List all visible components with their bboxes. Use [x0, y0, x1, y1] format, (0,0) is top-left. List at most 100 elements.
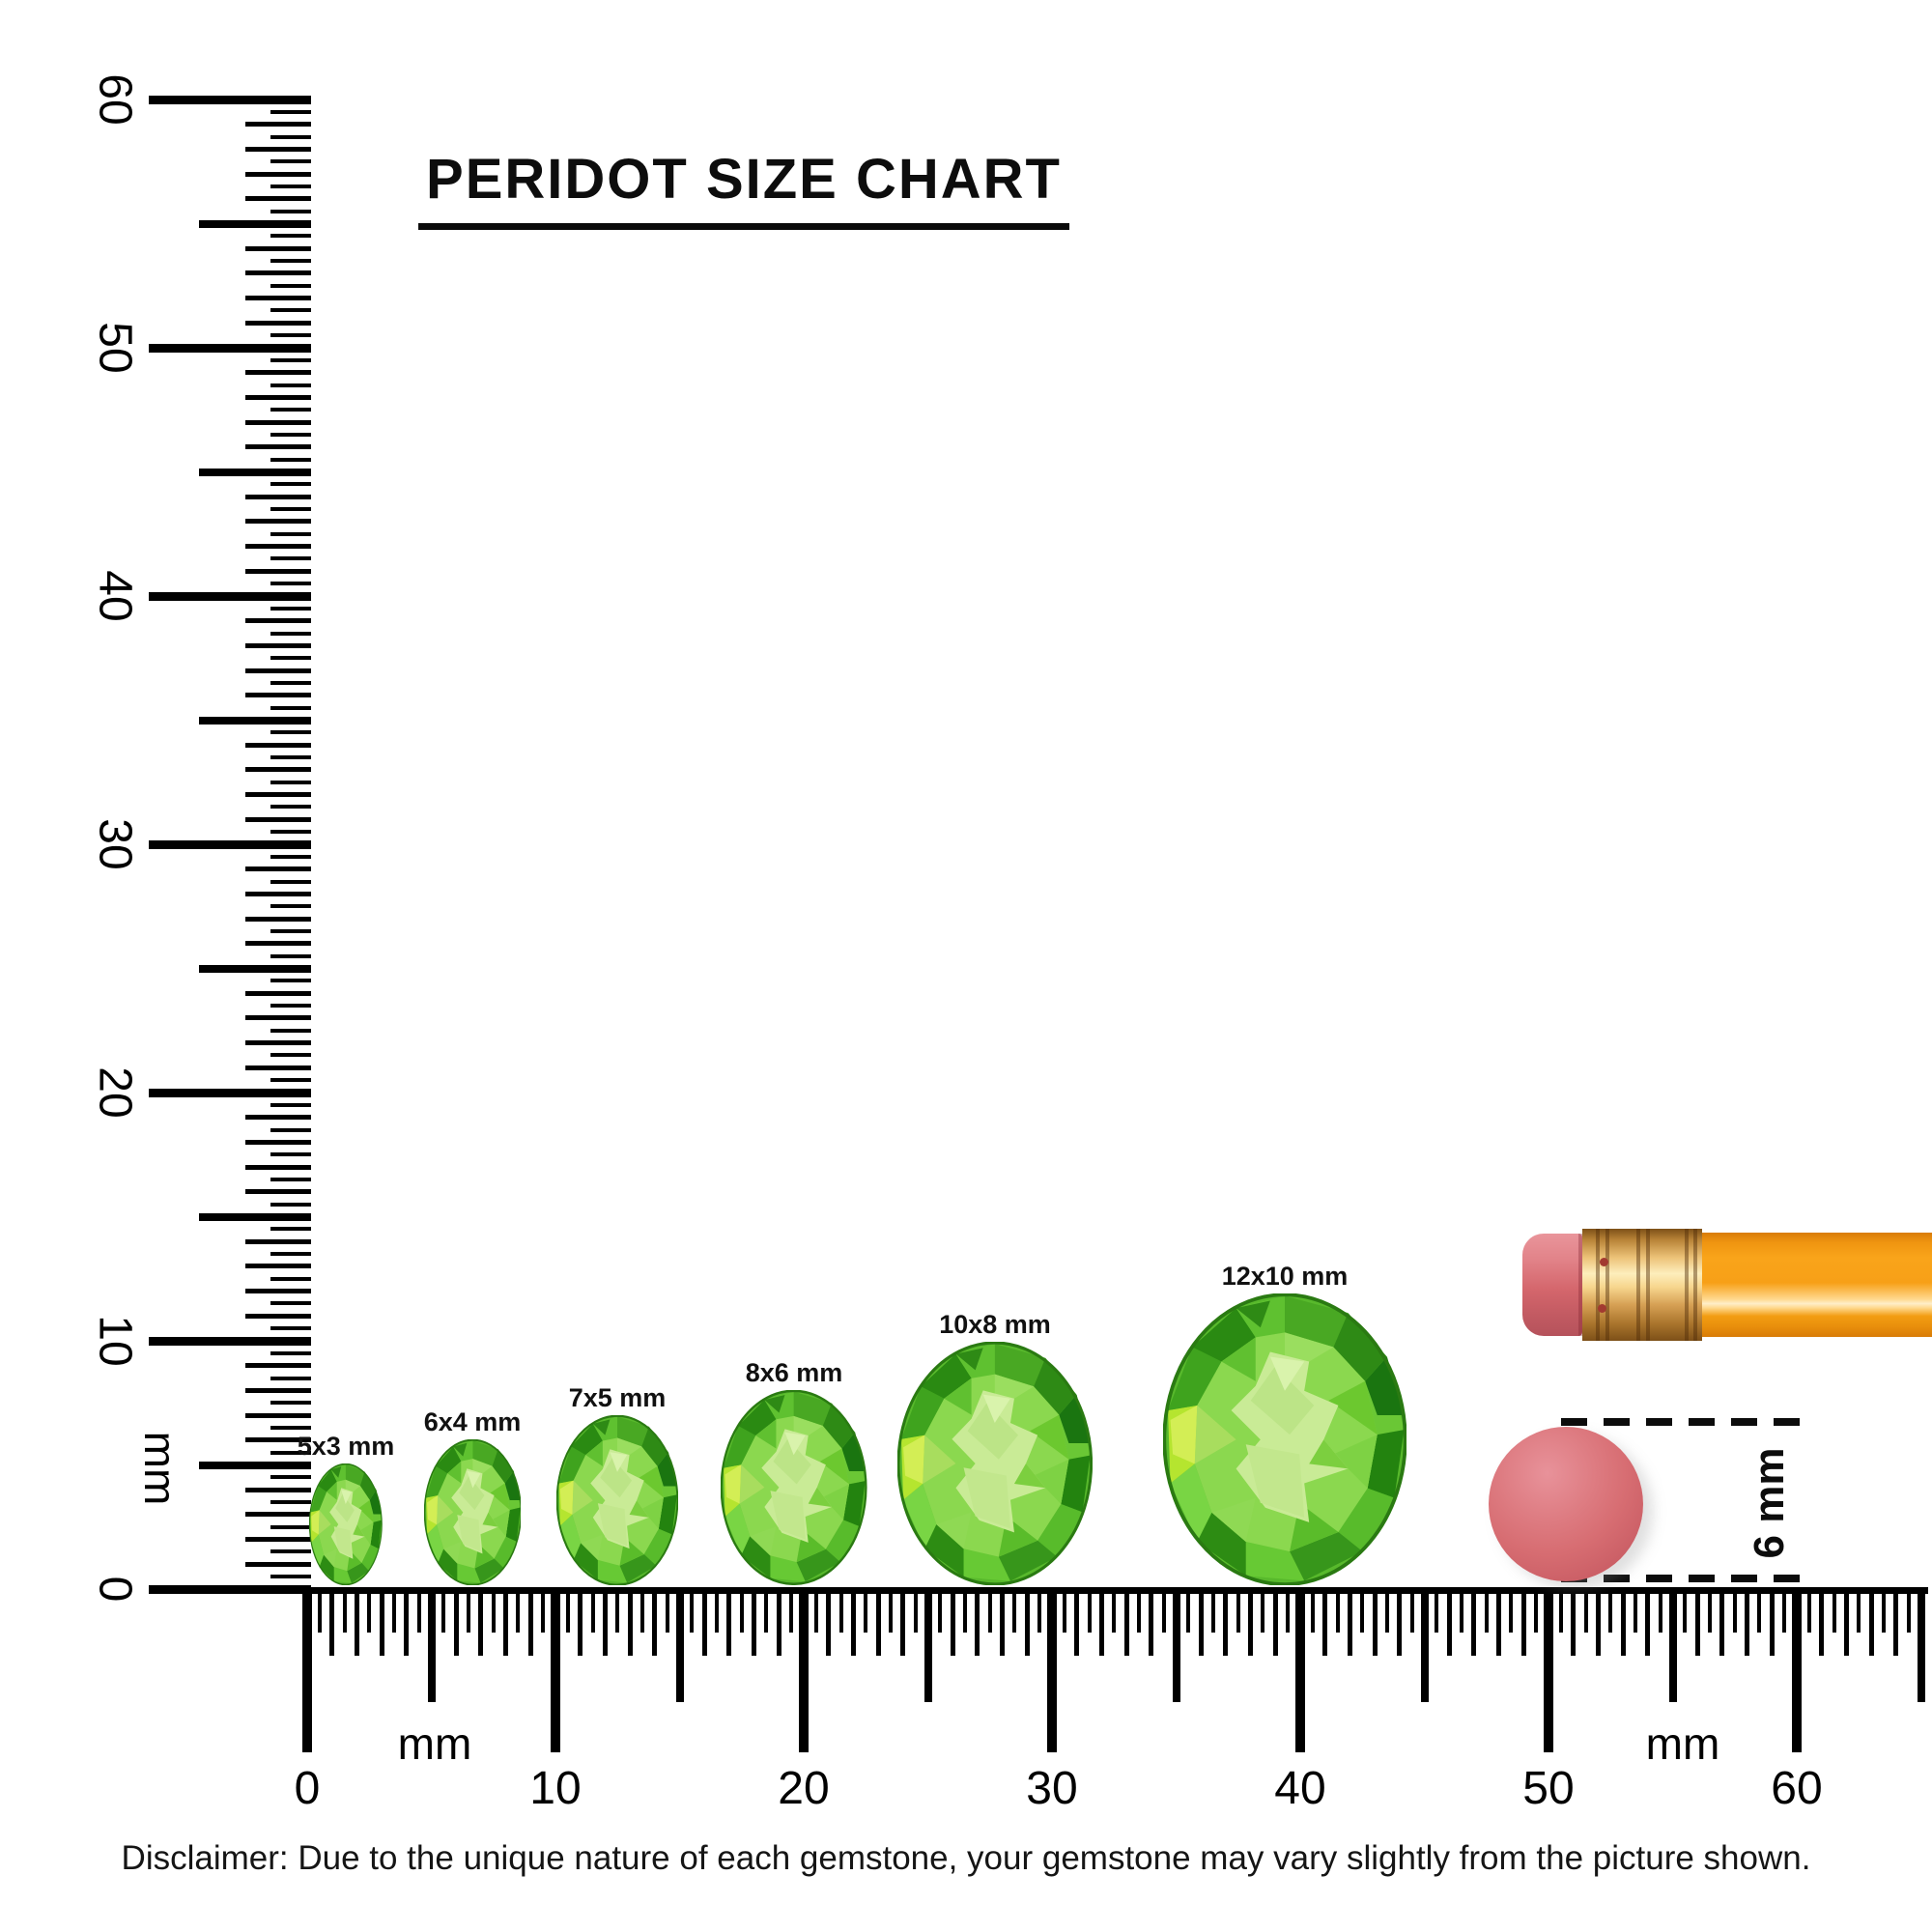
- ruler-tick: [1857, 1594, 1861, 1633]
- ruler-tick: [565, 1594, 570, 1633]
- ruler-tick: [270, 1475, 311, 1480]
- ruler-tick: [270, 333, 311, 338]
- ruler-tick: [245, 668, 311, 673]
- ruler-tick: [1843, 1594, 1849, 1656]
- ruler-tick: [245, 693, 311, 698]
- page-title: PERIDOT SIZE CHART: [418, 147, 1069, 230]
- ruler-tick: [270, 606, 311, 611]
- ruler-tick: [1286, 1594, 1291, 1633]
- ruler-number: 30: [89, 818, 141, 870]
- ruler-tick: [900, 1594, 906, 1656]
- ruler-tick: [1087, 1594, 1092, 1633]
- ruler-tick: [726, 1594, 732, 1656]
- ruler-tick: [270, 482, 311, 487]
- ferrule-ring: [1685, 1229, 1689, 1341]
- ruler-tick: [1409, 1594, 1414, 1633]
- ruler-tick: [245, 370, 311, 376]
- ruler-tick: [1745, 1594, 1750, 1656]
- ruler-tick: [270, 1376, 311, 1380]
- measure-dash-bottom: [1561, 1575, 1801, 1582]
- ruler-number: 0: [89, 1576, 141, 1603]
- ruler-tick: [1098, 1594, 1104, 1656]
- ruler-tick: [245, 1363, 311, 1369]
- ruler-tick: [270, 953, 311, 958]
- ruler-tick: [245, 1437, 311, 1443]
- ruler-tick: [701, 1594, 707, 1656]
- ruler-tick: [1062, 1594, 1066, 1633]
- ruler-tick: [270, 159, 311, 164]
- ruler-tick: [270, 109, 311, 114]
- reference-dot-size-label: 6 mm: [1746, 1447, 1793, 1559]
- ferrule-crimp-dot: [1600, 1258, 1608, 1266]
- ruler-tick: [578, 1594, 583, 1656]
- ruler-tick: [270, 1301, 311, 1306]
- ruler-tick: [1668, 1594, 1677, 1702]
- ruler-tick: [1583, 1594, 1588, 1633]
- ruler-tick: [764, 1594, 769, 1633]
- ruler-tick: [527, 1594, 533, 1656]
- ruler-tick: [245, 1139, 311, 1145]
- ruler-tick: [1906, 1594, 1911, 1633]
- ruler-tick: [245, 122, 311, 128]
- ruler-tick: [516, 1594, 521, 1633]
- ferrule-ring: [1636, 1229, 1640, 1341]
- ruler-tick: [245, 1164, 311, 1170]
- ruler-number: 50: [89, 322, 141, 374]
- ruler-number: 0: [294, 1763, 321, 1814]
- ruler-tick: [245, 394, 311, 400]
- ruler-tick: [270, 531, 311, 536]
- gem-size-label: 6x4 mm: [423, 1406, 522, 1436]
- ruler-tick: [245, 146, 311, 152]
- ruler-tick: [1471, 1594, 1477, 1656]
- ruler-tick: [826, 1594, 832, 1656]
- ruler-tick: [367, 1594, 372, 1633]
- ruler-tick: [1782, 1594, 1787, 1633]
- ruler-tick: [199, 964, 311, 973]
- ruler-tick: [245, 990, 311, 996]
- ruler-tick: [199, 1461, 311, 1469]
- ruler-tick: [503, 1594, 509, 1656]
- reference-dot: [1489, 1427, 1643, 1581]
- ruler-unit-label: mm: [135, 1431, 185, 1506]
- ruler-tick: [491, 1594, 496, 1633]
- ruler-tick: [270, 755, 311, 760]
- ruler-tick: [270, 1450, 311, 1455]
- peridot-gem: [897, 1342, 1093, 1585]
- ruler-tick: [270, 1004, 311, 1009]
- ruler-tick: [1136, 1594, 1141, 1633]
- ruler-tick: [776, 1594, 781, 1656]
- ruler-tick: [245, 270, 311, 276]
- ruler-tick: [1211, 1594, 1216, 1633]
- ruler-number: 20: [778, 1763, 830, 1814]
- ruler-tick: [270, 308, 311, 313]
- ruler-tick: [913, 1594, 918, 1633]
- ruler-tick: [1420, 1594, 1429, 1702]
- ruler-tick: [245, 618, 311, 624]
- ruler-tick: [270, 656, 311, 661]
- ruler-tick: [270, 1524, 311, 1529]
- ruler-tick: [245, 544, 311, 550]
- ruler-tick: [1000, 1594, 1006, 1656]
- ruler-tick: [1161, 1594, 1166, 1633]
- ruler-tick: [199, 1212, 311, 1221]
- ruler-tick: [950, 1594, 955, 1656]
- ruler-tick: [270, 1252, 311, 1257]
- ruler-tick: [1322, 1594, 1328, 1656]
- ruler-tick: [270, 730, 311, 735]
- ruler-tick: [963, 1594, 968, 1633]
- ruler-tick: [1595, 1594, 1601, 1656]
- ruler-tick: [1012, 1594, 1017, 1633]
- ruler-tick: [864, 1594, 868, 1633]
- ruler-tick: [639, 1594, 644, 1633]
- ruler-tick: [270, 979, 311, 983]
- ruler-tick: [270, 1127, 311, 1132]
- ruler-tick: [245, 1015, 311, 1021]
- ruler-tick: [615, 1594, 620, 1633]
- ruler-tick: [270, 631, 311, 636]
- ruler-tick: [245, 1238, 311, 1244]
- ruler-tick: [441, 1594, 446, 1633]
- peridot-gem: [556, 1414, 678, 1585]
- ruler-tick: [1372, 1594, 1378, 1656]
- ruler-tick: [1112, 1594, 1117, 1633]
- ruler-tick: [478, 1594, 484, 1656]
